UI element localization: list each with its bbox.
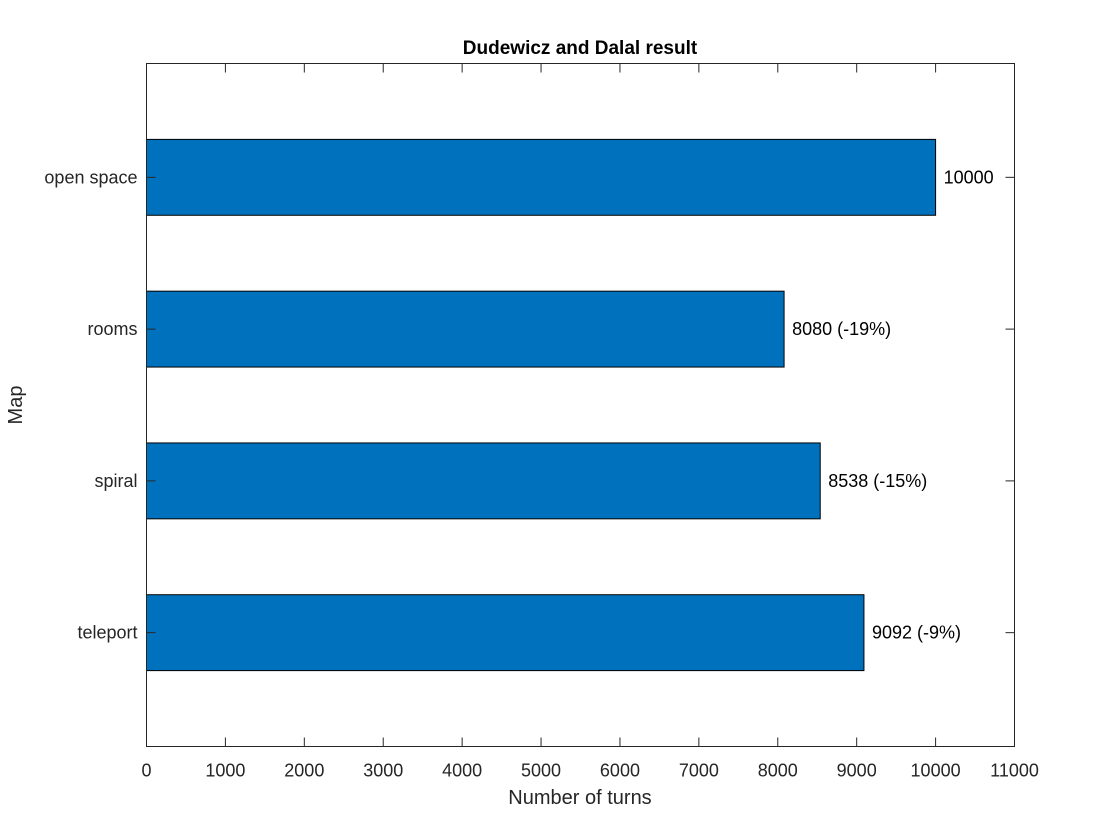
x-tick-label: 3000 (363, 761, 403, 781)
y-tick-label-spiral: spiral (94, 471, 137, 491)
data-label-spiral: 8538 (-15%) (828, 471, 927, 491)
bar-spiral (146, 442, 821, 520)
y-tick-label-rooms: rooms (87, 319, 137, 339)
x-tick-label: 0 (141, 761, 151, 781)
bars-layer: 10000 8080 (-19%) 8538 (-15%) 9092 (-9%) (146, 138, 994, 672)
data-label-teleport: 9092 (-9%) (872, 623, 961, 643)
data-label-rooms: 8080 (-19%) (792, 319, 891, 339)
y-axis-label: Map (5, 386, 27, 425)
x-tick-label: 2000 (284, 761, 324, 781)
bar-open-space (146, 138, 937, 216)
x-tick-label: 7000 (679, 761, 719, 781)
bar-teleport (146, 594, 865, 672)
x-tick-label: 9000 (837, 761, 877, 781)
x-tick-label: 6000 (600, 761, 640, 781)
y-tick-label-teleport: teleport (77, 623, 137, 643)
x-axis-label: Number of turns (508, 787, 651, 809)
data-label-open-space: 10000 (944, 167, 994, 187)
plot-frame (146, 63, 1015, 747)
x-tick-label: 5000 (521, 761, 561, 781)
y-tick-label-open-space: open space (44, 167, 137, 187)
chart-title: Dudewicz and Dalal result (463, 38, 698, 59)
ticks-layer: open space rooms spiral teleport 0 1000 2000 30… (44, 63, 1039, 781)
x-tick-label: 1000 (205, 761, 245, 781)
bar-rooms (146, 290, 785, 368)
x-tick-label: 10000 (911, 761, 961, 781)
x-tick-label: 11000 (990, 761, 1039, 781)
x-tick-label: 8000 (758, 761, 798, 781)
x-tick-label: 4000 (442, 761, 482, 781)
